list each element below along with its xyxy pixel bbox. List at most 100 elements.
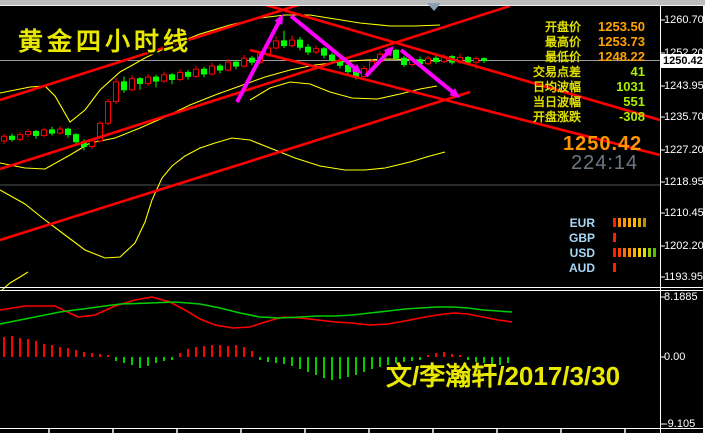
candle-body <box>97 122 103 142</box>
descending-channel-bottom <box>249 48 661 157</box>
osc-green-line <box>0 301 513 325</box>
osc-hist-bar-up <box>99 354 101 357</box>
currency-code: GBP <box>568 230 595 245</box>
pane-divider-line-2 <box>0 290 705 291</box>
strength-bar <box>638 218 641 227</box>
osc-hist-bar-down <box>395 357 397 363</box>
candle-body <box>33 131 39 136</box>
info-value: 1253.73 <box>598 34 645 49</box>
osc-hist-bar-up <box>83 352 85 357</box>
osc-hist-bar-up <box>211 345 213 357</box>
candle-body <box>49 129 55 134</box>
candle-body <box>105 101 111 124</box>
osc-hist-bar-up <box>107 355 109 357</box>
osc-hist-bar-down <box>387 357 389 365</box>
current-price-box: 1250.42 <box>661 53 705 68</box>
osc-hist-bar-up <box>59 347 61 357</box>
osc-hist-bar-up <box>11 336 13 357</box>
candle-body <box>201 68 207 75</box>
info-label: 最高价 <box>544 35 581 49</box>
pane-divider-line-1[interactable] <box>0 287 705 288</box>
osc-hist-bar-up <box>443 352 445 357</box>
candle-body <box>129 78 135 91</box>
trend-arrow-2 <box>364 49 392 78</box>
info-row: 交易点差 41 <box>532 63 645 79</box>
bollinger-band-3 <box>0 137 446 259</box>
osc-hist-bar-down <box>499 357 501 365</box>
osc-hist-bar-down <box>147 357 149 366</box>
currency-row[interactable]: GBP <box>540 230 658 245</box>
osc-hist-bar-up <box>43 344 45 357</box>
currency-row[interactable]: EUR <box>540 215 658 230</box>
info-label: 日均波幅 <box>532 80 581 94</box>
osc-hist-bar-up <box>35 341 37 357</box>
currency-code: USD <box>569 245 595 260</box>
osc-hist-bar-down <box>331 357 333 380</box>
info-value: 41 <box>630 64 645 79</box>
strength-bar <box>648 248 651 257</box>
osc-hist-bar-down <box>411 357 413 361</box>
osc-hist-bar-down <box>483 357 485 363</box>
window-top-strip <box>0 0 705 6</box>
info-value: 1253.50 <box>598 19 645 34</box>
osc-hist-bar-up <box>19 338 21 357</box>
osc-hist-bar-up <box>27 339 29 357</box>
candle-body <box>161 74 167 82</box>
strength-bar <box>613 248 616 257</box>
osc-hist-bar-down <box>283 357 285 364</box>
candle-body <box>193 68 199 77</box>
price-axis-border <box>660 0 661 433</box>
strength-bars-icon <box>613 218 648 227</box>
candle-body <box>433 57 439 62</box>
trend-arrowhead-3 <box>449 88 460 98</box>
candle-body <box>25 131 31 136</box>
ascending-channel-top <box>0 0 315 102</box>
candle-body <box>425 57 431 65</box>
candle-body <box>1 135 7 142</box>
osc-hist-bar-up <box>435 353 437 357</box>
strength-bar <box>628 248 631 257</box>
currency-row[interactable]: AUD <box>540 260 658 275</box>
osc-hist-bar-up <box>451 354 453 357</box>
osc-hist-bar-down <box>371 357 373 369</box>
info-row: 最低价 1248.22 <box>533 48 645 64</box>
chart-title: 黄金四小时线 <box>18 28 193 56</box>
osc-hist-bar-down <box>467 357 469 360</box>
candle-body <box>473 58 479 63</box>
strength-bars-icon <box>613 263 618 272</box>
osc-hist-bar-up <box>195 347 197 357</box>
osc-hist-bar-up <box>75 350 77 357</box>
strength-bar <box>653 248 656 257</box>
candle-body <box>73 134 79 143</box>
osc-hist-bar-down <box>355 357 357 375</box>
strength-bar <box>623 218 626 227</box>
osc-hist-bar-down <box>339 357 341 379</box>
trend-arrowhead-0 <box>274 14 283 25</box>
info-label: 交易点差 <box>532 65 581 79</box>
trend-arrow-3 <box>399 48 457 96</box>
info-row: 开盘涨跌 -308 <box>533 108 645 124</box>
info-row: 开盘价 1253.50 <box>533 18 645 34</box>
osc-hist-bar-up <box>251 351 253 357</box>
osc-hist-bar-down <box>507 357 509 363</box>
osc-hist-bar-up <box>243 347 245 357</box>
info-value: 1248.22 <box>598 49 645 64</box>
strength-bars-icon <box>613 248 658 257</box>
axis-label: 0.00 <box>664 351 686 363</box>
osc-hist-bar-down <box>275 357 277 363</box>
candle-body <box>209 65 215 75</box>
osc-hist-bar-down <box>123 357 125 363</box>
trend-arrow-1 <box>289 14 359 72</box>
strength-bar <box>643 218 646 227</box>
ascending-channel-mid <box>0 4 511 171</box>
osc-hist-bar-down <box>475 357 477 362</box>
osc-hist-bar-down <box>115 357 117 361</box>
osc-hist-bar-up <box>179 353 181 357</box>
axis-label: 1210.45 <box>664 207 704 219</box>
osc-hist-bar-down <box>307 357 309 372</box>
osc-hist-bar-down <box>347 357 349 377</box>
currency-row[interactable]: USD <box>540 245 658 260</box>
osc-hist-bar-up <box>203 346 205 357</box>
time-axis-line <box>0 428 705 429</box>
